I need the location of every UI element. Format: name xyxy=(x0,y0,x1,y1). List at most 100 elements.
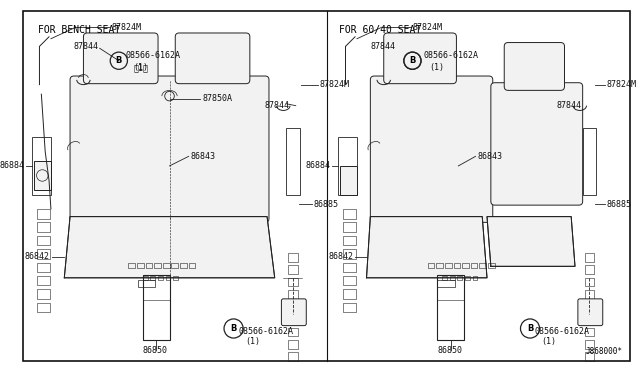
Bar xyxy=(180,263,187,268)
Text: 87844: 87844 xyxy=(264,101,289,110)
Bar xyxy=(338,137,357,195)
Bar xyxy=(288,278,298,286)
Text: 87824M: 87824M xyxy=(607,80,637,89)
FancyBboxPatch shape xyxy=(384,33,456,84)
Bar xyxy=(36,249,50,259)
Text: B: B xyxy=(230,324,237,333)
Text: 08566-6162A: 08566-6162A xyxy=(424,51,479,60)
Bar xyxy=(479,263,486,268)
Bar xyxy=(584,352,594,361)
FancyBboxPatch shape xyxy=(83,33,158,84)
Text: 86842: 86842 xyxy=(328,252,353,261)
Bar xyxy=(146,263,152,268)
Text: 、1）: 、1） xyxy=(133,63,148,72)
Bar xyxy=(143,275,170,340)
Bar xyxy=(150,276,155,280)
Bar xyxy=(143,276,147,280)
Polygon shape xyxy=(367,217,487,278)
Text: 08566-6162A: 08566-6162A xyxy=(535,327,590,336)
Text: 87844: 87844 xyxy=(74,42,99,51)
Bar xyxy=(582,128,596,195)
Bar xyxy=(445,263,452,268)
Text: FOR BENCH SEAT: FOR BENCH SEAT xyxy=(38,25,120,35)
Bar xyxy=(163,263,170,268)
Polygon shape xyxy=(64,217,275,278)
Bar xyxy=(450,276,454,280)
Bar xyxy=(584,340,594,349)
Text: 86885: 86885 xyxy=(314,200,339,209)
Bar xyxy=(342,249,356,259)
Text: 87824M: 87824M xyxy=(111,23,141,32)
Bar xyxy=(36,222,50,232)
FancyBboxPatch shape xyxy=(175,33,250,84)
Bar xyxy=(437,280,454,288)
Bar xyxy=(584,253,594,262)
Bar xyxy=(458,276,462,280)
Text: 87844: 87844 xyxy=(557,101,582,110)
FancyBboxPatch shape xyxy=(491,83,582,205)
Bar xyxy=(138,280,155,288)
Bar xyxy=(342,289,356,299)
Bar xyxy=(36,289,50,299)
Text: (1): (1) xyxy=(541,337,557,346)
Text: (1): (1) xyxy=(429,63,445,72)
Bar xyxy=(473,276,477,280)
Text: 86842: 86842 xyxy=(25,252,50,261)
Bar xyxy=(166,276,170,280)
Bar xyxy=(340,166,357,195)
Bar xyxy=(342,222,356,232)
FancyBboxPatch shape xyxy=(70,76,269,222)
Text: 86850: 86850 xyxy=(143,346,168,355)
Bar xyxy=(158,276,163,280)
Text: 87850A: 87850A xyxy=(202,94,232,103)
Text: 86850: 86850 xyxy=(437,346,462,355)
Text: B: B xyxy=(116,56,122,65)
Bar xyxy=(137,263,144,268)
Bar xyxy=(288,265,298,274)
Bar xyxy=(34,161,51,190)
Bar xyxy=(172,263,178,268)
Bar xyxy=(584,327,594,336)
Polygon shape xyxy=(487,217,575,266)
Bar xyxy=(286,128,300,195)
Bar xyxy=(342,276,356,285)
Bar xyxy=(436,263,443,268)
Bar xyxy=(32,137,51,195)
Text: 87824M: 87824M xyxy=(319,80,349,89)
Bar xyxy=(36,303,50,312)
Text: 08566-6162A: 08566-6162A xyxy=(238,327,293,336)
Bar xyxy=(129,263,135,268)
Bar xyxy=(342,209,356,218)
Bar xyxy=(288,352,298,361)
Bar xyxy=(288,315,298,324)
Bar xyxy=(288,303,298,311)
Bar xyxy=(584,278,594,286)
Bar xyxy=(584,290,594,299)
Bar xyxy=(428,263,435,268)
Text: B: B xyxy=(527,324,533,333)
Bar xyxy=(584,315,594,324)
Bar xyxy=(288,340,298,349)
Bar xyxy=(465,276,470,280)
Bar xyxy=(36,263,50,272)
Bar xyxy=(488,263,495,268)
Bar xyxy=(36,276,50,285)
Text: 86843: 86843 xyxy=(477,152,502,161)
Bar xyxy=(36,236,50,245)
FancyBboxPatch shape xyxy=(504,42,564,90)
Bar xyxy=(342,236,356,245)
Bar xyxy=(288,327,298,336)
FancyBboxPatch shape xyxy=(578,299,603,326)
Bar xyxy=(454,263,460,268)
Text: (1): (1) xyxy=(133,63,148,72)
Bar xyxy=(342,303,356,312)
Bar xyxy=(471,263,477,268)
Text: 86884: 86884 xyxy=(0,161,24,170)
Bar xyxy=(462,263,469,268)
Bar xyxy=(189,263,195,268)
Bar xyxy=(437,275,464,340)
Bar xyxy=(584,265,594,274)
Text: (1): (1) xyxy=(245,337,260,346)
Text: 86884: 86884 xyxy=(305,161,330,170)
FancyBboxPatch shape xyxy=(371,76,493,222)
